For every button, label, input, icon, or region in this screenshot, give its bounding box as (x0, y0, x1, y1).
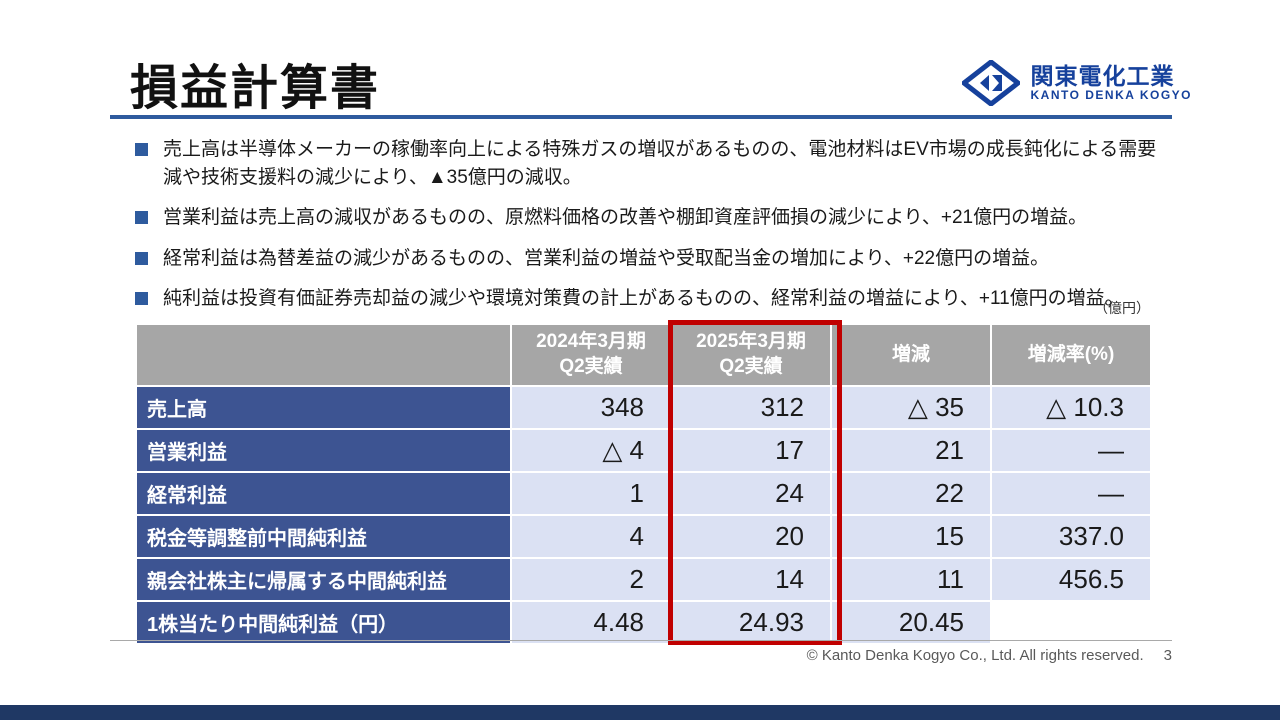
logo-text: 関東電化工業 KANTO DENKA KOGYO (1030, 62, 1192, 103)
table-header-change-rate: 増減率(%) (990, 323, 1152, 387)
table-cell: △ 10.3 (990, 385, 1152, 430)
row-label: 1株当たり中間純利益（円） (135, 600, 512, 645)
table-header-2024-q2: 2024年3月期 Q2実績 (510, 323, 672, 387)
table-cell: 4 (510, 514, 672, 559)
unit-label: （億円） (1094, 300, 1150, 316)
logo-company-name-ja: 関東電化工業 (1030, 62, 1175, 89)
table-cell: 456.5 (990, 557, 1152, 602)
row-label: 営業利益 (135, 428, 512, 473)
bullet-text: 売上高は半導体メーカーの稼働率向上による特殊ガスの増収があるものの、電池材料はE… (163, 139, 1157, 188)
bullet-marker-icon (135, 143, 148, 156)
row-label: 税金等調整前中間純利益 (135, 514, 512, 559)
company-logo: 関東電化工業 KANTO DENKA KOGYO (962, 60, 1192, 106)
table-row-pretax-income: 税金等調整前中間純利益 4 20 15 337.0 (135, 514, 1152, 559)
table-cell: 20.45 (830, 600, 992, 645)
table-cell: 2 (510, 557, 672, 602)
table-header-blank (135, 323, 512, 387)
table-cell: 4.48 (510, 600, 672, 645)
table-cell: 1 (510, 471, 672, 516)
table-cell: 337.0 (990, 514, 1152, 559)
table-cell: 20 (670, 514, 832, 559)
table-cell: 312 (670, 385, 832, 430)
header-line: 2025年3月期 (696, 331, 806, 353)
page-number: 3 (1163, 647, 1172, 664)
row-label: 親会社株主に帰属する中間純利益 (135, 557, 512, 602)
table-row-net-sales: 売上高 348 312 △ 35 △ 10.3 (135, 385, 1152, 430)
bullet-marker-icon (135, 211, 148, 225)
table-cell: ― (990, 428, 1152, 473)
bullet-marker-icon (135, 251, 148, 265)
bullet-text: 経常利益は為替差益の減少があるものの、営業利益の増益や受取配当金の増加により、+… (163, 247, 1050, 269)
table-cell: 14 (670, 557, 832, 602)
bullet-item: 純利益は投資有価証券売却益の減少や環境対策費の計上があるものの、経常利益の増益に… (135, 285, 1175, 313)
row-label: 売上高 (135, 385, 512, 430)
table-row-net-income-parent: 親会社株主に帰属する中間純利益 2 14 11 456.5 (135, 557, 1152, 602)
logo-diamond-icon (962, 60, 1021, 106)
logo-company-name-en: KANTO DENKA KOGYO (1030, 88, 1192, 103)
header-line: Q2実績 (559, 356, 623, 377)
table-cell: 21 (830, 428, 992, 473)
table-cell: △ 4 (510, 428, 672, 473)
table-cell: 11 (830, 557, 992, 602)
bullet-item: 営業利益は売上高の減収があるものの、原燃料価格の改善や棚卸資産評価損の減少により… (135, 204, 1175, 232)
header-line: Q2実績 (719, 356, 783, 377)
table-row-eps: 1株当たり中間純利益（円） 4.48 24.93 20.45 (135, 600, 1152, 645)
bottom-accent-bar (0, 705, 1280, 720)
table-cell: 17 (670, 428, 832, 473)
table-header-2025-q2: 2025年3月期 Q2実績 (670, 323, 832, 387)
table-row-ordinary-income: 経常利益 1 24 22 ― (135, 471, 1152, 516)
table-cell: 22 (830, 471, 992, 516)
table-row-operating-income: 営業利益 △ 4 17 21 ― (135, 428, 1152, 473)
table-cell: △ 35 (830, 385, 992, 430)
summary-bullets: 売上高は半導体メーカーの稼働率向上による特殊ガスの増収があるものの、電池材料はE… (135, 136, 1175, 326)
page-title: 損益計算書 (130, 62, 381, 115)
footer-divider (110, 640, 1172, 641)
table-cell: 24 (670, 471, 832, 516)
table-cell: 15 (830, 514, 992, 559)
title-divider (110, 115, 1172, 119)
table-header-row: 2024年3月期 Q2実績 2025年3月期 Q2実績 増減 増減率(%) (135, 323, 1152, 387)
table-cell: ― (990, 471, 1152, 516)
table-header-change: 増減 (830, 323, 992, 387)
footer: © Kanto Denka Kogyo Co., Ltd. All rights… (807, 647, 1172, 664)
table-cell: 348 (510, 385, 672, 430)
bullet-text: 純利益は投資有価証券売却益の減少や環境対策費の計上があるものの、経常利益の増益に… (163, 288, 1124, 310)
bullet-text: 営業利益は売上高の減収があるものの、原燃料価格の改善や棚卸資産評価損の減少により… (163, 207, 1088, 229)
income-statement-table: 2024年3月期 Q2実績 2025年3月期 Q2実績 増減 増減率(%) 売上… (135, 323, 1152, 645)
bullet-item: 経常利益は為替差益の減少があるものの、営業利益の増益や受取配当金の増加により、+… (135, 245, 1175, 273)
row-label: 経常利益 (135, 471, 512, 516)
bullet-item: 売上高は半導体メーカーの稼働率向上による特殊ガスの増収があるものの、電池材料はE… (135, 136, 1175, 191)
table-cell: 24.93 (670, 600, 832, 645)
bullet-marker-icon (135, 292, 148, 306)
table-cell-empty (990, 600, 1152, 645)
header-line: 2024年3月期 (536, 331, 646, 353)
copyright-text: © Kanto Denka Kogyo Co., Ltd. All rights… (806, 647, 1144, 664)
